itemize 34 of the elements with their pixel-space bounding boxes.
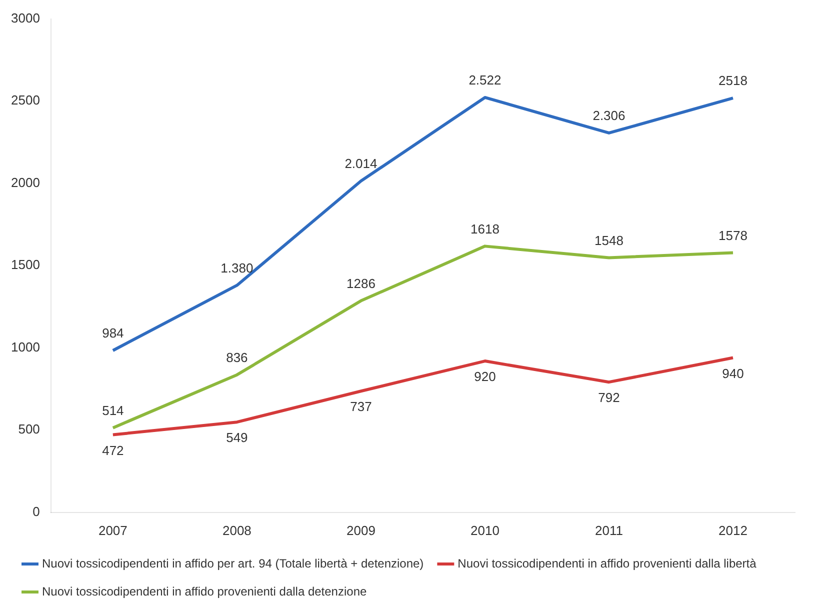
data-label: 792 (598, 390, 620, 406)
y-tick-label: 2000 (11, 174, 40, 190)
data-label: 472 (102, 442, 124, 458)
x-tick-label: 2012 (718, 522, 748, 538)
x-tick-label: 2010 (470, 522, 500, 538)
data-label: 2518 (718, 73, 748, 88)
y-tick-label: 500 (18, 422, 40, 437)
data-label: 1286 (346, 276, 376, 291)
y-tick-label: 1500 (11, 257, 40, 272)
data-label: 836 (226, 350, 248, 365)
y-tick-label: 1000 (11, 339, 40, 354)
data-label: 984 (102, 326, 124, 341)
y-tick-label: 2500 (11, 92, 40, 108)
data-label: 737 (350, 399, 372, 414)
data-label: 2.522 (468, 72, 502, 88)
legend-label: Nuovi tossicodipendenti in affido provenienti dalla detenzione (42, 584, 367, 598)
data-label: 514 (102, 402, 124, 418)
x-tick-label: 2011 (594, 522, 623, 538)
data-label: 1548 (594, 232, 624, 248)
data-label: 1618 (470, 221, 500, 236)
data-label: 940 (722, 366, 744, 381)
x-tick-label: 2007 (98, 522, 128, 538)
legend-label: Nuovi tossicodipendenti in affido per art. 94 (Totale libertà + detenzione) (42, 556, 424, 570)
data-label: 2.014 (344, 156, 378, 172)
data-label: 920 (474, 369, 496, 384)
data-label: 1578 (718, 228, 748, 243)
data-label: 2.306 (592, 108, 626, 124)
y-tick-label: 0 (32, 504, 40, 519)
data-label: 1.380 (220, 260, 254, 276)
x-tick-label: 2008 (222, 522, 252, 538)
legend-label: Nuovi tossicodipendenti in affido provenienti dalla libertà (458, 556, 757, 570)
data-label: 549 (226, 430, 248, 446)
x-tick-label: 2009 (346, 522, 376, 538)
y-tick-label: 3000 (11, 10, 40, 26)
